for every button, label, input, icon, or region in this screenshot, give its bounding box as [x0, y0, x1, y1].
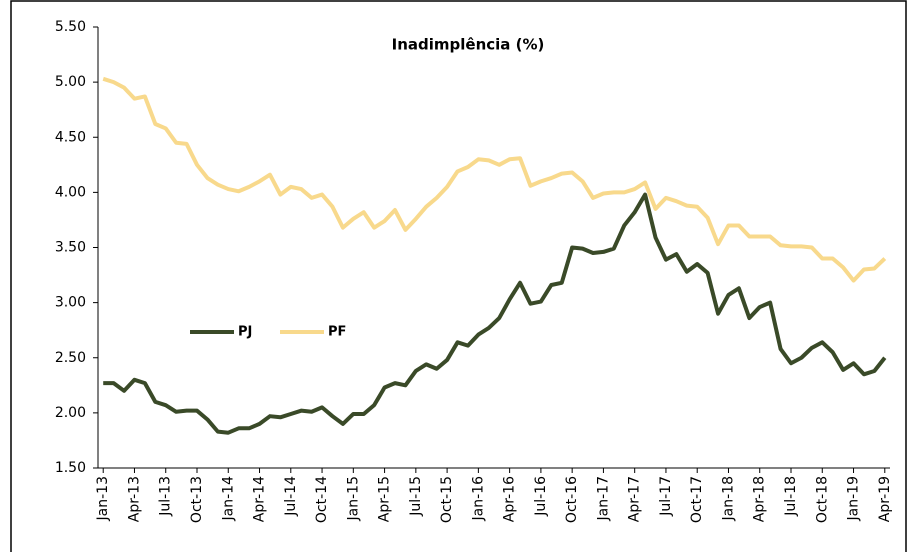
chart-title: Inadimplência (%) — [392, 36, 545, 54]
series-line — [103, 192, 887, 435]
x-tick-label: Jul-13 — [158, 476, 174, 517]
y-tick-label: 1.50 — [55, 460, 86, 476]
x-tick-label: Jan-18 — [720, 476, 736, 521]
legend-label: PF — [328, 325, 346, 340]
x-tick-label: Jan-17 — [595, 476, 611, 521]
x-tick-label: Oct-17 — [689, 476, 705, 523]
x-tick-label: Jul-16 — [533, 476, 549, 517]
x-tick-label: Jul-17 — [658, 476, 674, 517]
legend-label: PJ — [238, 325, 252, 340]
x-tick-label: Oct-16 — [564, 476, 580, 523]
x-tick-label: Apr-19 — [877, 476, 893, 522]
x-tick-label: Oct-13 — [189, 476, 205, 523]
series-line — [102, 76, 887, 283]
chart-frame — [10, 0, 907, 552]
x-tick-label: Apr-18 — [752, 476, 768, 522]
x-tick-label: Oct-14 — [314, 476, 330, 523]
x-tick-label: Jul-15 — [408, 476, 424, 517]
y-tick-label: 4.00 — [55, 184, 86, 200]
x-tick-label: Jul-18 — [783, 476, 799, 517]
x-tick-label: Apr-17 — [627, 476, 643, 522]
x-tick-label: Oct-18 — [814, 476, 830, 523]
x-tick-label: Jul-14 — [283, 476, 299, 517]
y-tick-label: 4.50 — [55, 129, 86, 145]
x-tick-label: Apr-16 — [502, 476, 518, 522]
y-tick-label: 5.50 — [55, 19, 86, 35]
y-tick-label: 5.00 — [55, 74, 86, 90]
y-tick-label: 3.50 — [55, 240, 86, 256]
x-tick-label: Jan-15 — [345, 476, 361, 521]
x-tick-label: Oct-15 — [439, 476, 455, 523]
x-tick-label: Jan-13 — [95, 476, 111, 521]
y-tick-label: 2.00 — [55, 405, 86, 421]
x-tick-label: Apr-15 — [377, 476, 393, 522]
y-tick-label: 2.50 — [55, 350, 86, 366]
y-tick-label: 3.00 — [55, 295, 86, 311]
x-tick-label: Apr-13 — [126, 476, 142, 522]
x-tick-label: Jan-16 — [470, 476, 486, 522]
x-tick-label: Apr-14 — [252, 476, 268, 522]
x-tick-label: Jan-19 — [846, 476, 862, 521]
x-tick-label: Jan-14 — [220, 476, 236, 522]
